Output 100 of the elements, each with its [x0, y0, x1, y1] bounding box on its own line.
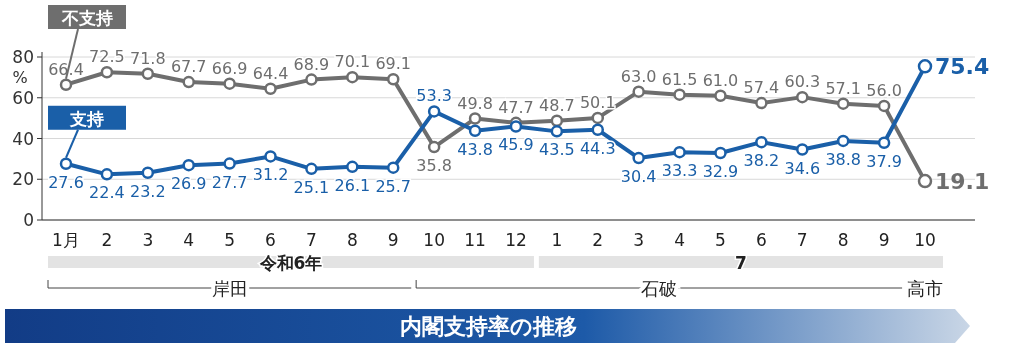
- data-label: 53.3: [416, 86, 452, 106]
- point: [223, 77, 236, 90]
- x-tick-label: 7: [306, 230, 317, 250]
- point: [755, 96, 768, 110]
- data-label: 22.4: [89, 183, 125, 203]
- data-label: 33.3: [661, 161, 698, 181]
- data-label: 32.9: [702, 161, 739, 181]
- data-label: 63.0: [620, 66, 657, 86]
- data-label: 48.7: [539, 95, 575, 115]
- data-label: 64.4: [252, 63, 289, 83]
- data-label: 34.6: [784, 158, 821, 178]
- data-label: 57.4: [743, 78, 780, 98]
- data-label: 23.2: [130, 181, 166, 201]
- point: [141, 166, 155, 179]
- y-axis-title: %: [12, 68, 28, 87]
- point: [796, 143, 809, 156]
- x-tick-label: 11: [464, 230, 486, 250]
- data-label: 44.3: [579, 138, 616, 158]
- text: 岸田: [211, 278, 248, 299]
- data-label: 69.1: [375, 54, 412, 74]
- data-label: 31.2: [252, 165, 289, 185]
- point: [141, 67, 155, 80]
- point: [917, 173, 933, 189]
- point: [550, 114, 564, 128]
- data-label: 37.9: [866, 151, 902, 171]
- x-tick-label: 4: [674, 230, 685, 250]
- text: 石破: [641, 278, 678, 299]
- data-label: 27.6: [48, 172, 84, 192]
- data-label: 38.8: [825, 149, 861, 169]
- y-tick-label: 60: [12, 87, 34, 108]
- x-tick-label: 1: [551, 230, 563, 250]
- y-tick-label: 40: [12, 128, 34, 149]
- series-label: 支持: [69, 108, 104, 129]
- point: [182, 75, 195, 89]
- data-label: 68.9: [293, 54, 330, 74]
- point: [346, 160, 359, 174]
- x-tick-label: 9: [878, 230, 890, 250]
- point: [917, 59, 933, 74]
- x-tick-label: 5: [715, 230, 726, 250]
- data-label: 26.9: [170, 174, 207, 194]
- point: [877, 99, 891, 113]
- data-label: 43.8: [457, 139, 493, 159]
- data-label: 49.8: [457, 93, 493, 113]
- x-tick-label: 3: [633, 230, 645, 250]
- x-tick-label: 3: [142, 230, 154, 250]
- data-label: 61.5: [661, 69, 698, 89]
- point: [632, 85, 645, 98]
- data-label: 47.7: [498, 97, 534, 117]
- point: [877, 136, 891, 150]
- data-label: 25.7: [375, 176, 412, 196]
- point: [673, 88, 686, 101]
- point: [755, 135, 768, 149]
- x-tick-label: 10: [914, 230, 936, 250]
- point: [714, 146, 727, 160]
- x-tick-label: 2: [101, 230, 113, 250]
- x-tick-label: 9: [387, 230, 399, 250]
- point: [591, 123, 605, 136]
- point: [346, 70, 359, 84]
- data-label: 38.2: [743, 151, 780, 171]
- point: [264, 82, 277, 96]
- text: 7: [735, 253, 747, 273]
- text: 内閣支持率の推移: [399, 314, 577, 339]
- data-label: 67.7: [170, 57, 207, 77]
- point: [427, 105, 441, 118]
- point: [468, 124, 482, 138]
- x-tick-label: 1月: [52, 230, 80, 250]
- point: [632, 151, 645, 165]
- point: [59, 157, 73, 171]
- point: [550, 125, 564, 138]
- data-label: 56.0: [866, 80, 902, 100]
- x-tick-label: 10: [423, 230, 445, 250]
- y-tick-label: 80: [12, 47, 34, 67]
- data-label: 72.5: [89, 47, 125, 67]
- point: [673, 145, 686, 159]
- point: [509, 120, 523, 133]
- point: [305, 73, 318, 86]
- point: [427, 140, 441, 154]
- point: [468, 112, 482, 125]
- point: [796, 90, 809, 104]
- point: [386, 161, 400, 174]
- data-label: 61.0: [702, 70, 739, 90]
- point: [59, 78, 73, 91]
- data-label: 50.1: [579, 92, 616, 112]
- point: [305, 162, 318, 176]
- data-label: 26.1: [334, 175, 371, 195]
- data-label: 71.8: [130, 48, 166, 68]
- data-label: 57.1: [825, 78, 861, 98]
- data-label: 43.5: [539, 140, 575, 160]
- x-tick-label: 12: [505, 230, 527, 250]
- x-tick-label: 5: [224, 230, 236, 250]
- text: 不支持: [60, 8, 113, 28]
- point: [100, 168, 114, 181]
- data-label: 70.1: [334, 52, 371, 72]
- y-tick-label: 20: [12, 169, 34, 190]
- data-label: 25.1: [293, 177, 330, 197]
- text: 令和6年: [258, 253, 323, 273]
- point: [100, 66, 114, 79]
- point: [264, 150, 277, 163]
- x-tick-label: 4: [183, 230, 195, 250]
- text: 高市: [907, 278, 943, 299]
